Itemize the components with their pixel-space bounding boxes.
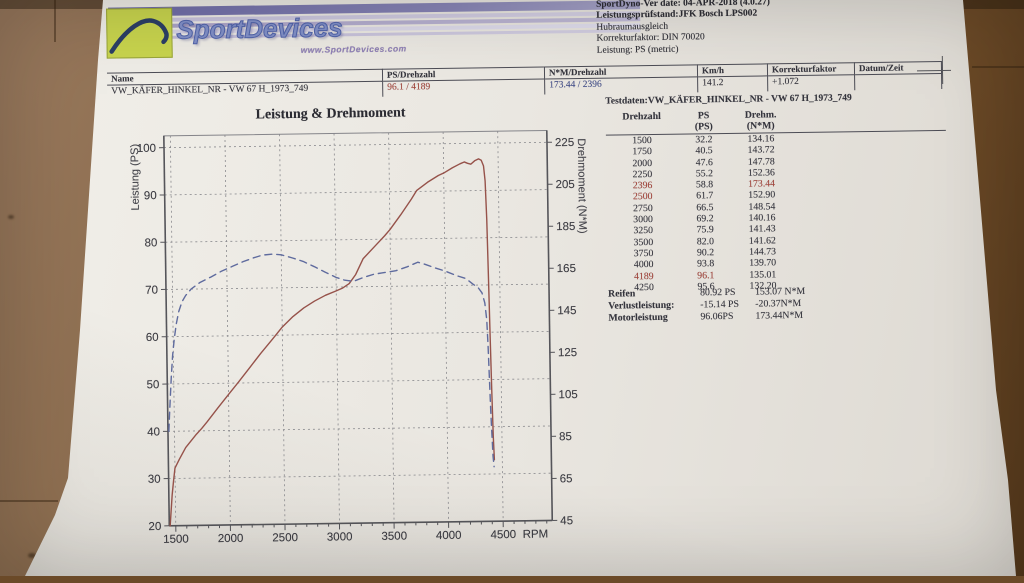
logo-brand-text: SportDevices bbox=[176, 12, 343, 45]
cell-nm: 148.54 bbox=[731, 201, 793, 213]
cell-nm: 135.01 bbox=[732, 269, 794, 281]
report-header-info: SportDyno-Ver date: 04-APR-2018 (4.0.27)… bbox=[596, 0, 771, 57]
cell-nm: 140.16 bbox=[731, 212, 793, 224]
svg-text:4000: 4000 bbox=[436, 530, 462, 542]
svg-text:90: 90 bbox=[144, 190, 157, 202]
svg-text:20: 20 bbox=[148, 521, 161, 533]
cell-ps: 58.8 bbox=[679, 179, 731, 191]
svg-text:65: 65 bbox=[560, 473, 573, 485]
svg-text:70: 70 bbox=[145, 285, 158, 297]
column-header-drehm: Drehm. (N*M) bbox=[730, 109, 792, 132]
cell-nm: 144.73 bbox=[731, 246, 793, 258]
svg-text:4500: 4500 bbox=[490, 529, 516, 541]
cell-nm: 143.72 bbox=[730, 144, 792, 156]
field-value: 173.44 / 2396 bbox=[545, 77, 697, 94]
svg-text:185: 185 bbox=[556, 221, 575, 233]
field-korrekturfaktor: Korrekturfaktor +1.072 bbox=[767, 62, 854, 91]
wood-seam bbox=[0, 500, 58, 502]
cell-ps: 96.1 bbox=[680, 269, 732, 281]
cell-nm: 139.70 bbox=[732, 257, 794, 269]
column-header-drehzahl: Drehzahl bbox=[606, 111, 678, 134]
svg-text:45: 45 bbox=[560, 515, 573, 527]
field-ps-drehzahl: PS/Drehzahl 96.1 / 4189 bbox=[382, 67, 544, 97]
cell-ps: 66.5 bbox=[679, 202, 731, 214]
svg-text:2000: 2000 bbox=[218, 533, 244, 545]
svg-text:225: 225 bbox=[555, 137, 574, 149]
testdaten-title: Testdaten:VW_KÄFER_HINKEL_NR - VW 67 H_1… bbox=[605, 93, 851, 106]
svg-text:165: 165 bbox=[557, 263, 576, 275]
cell-ps: 93.8 bbox=[680, 258, 732, 270]
cell-ps: 47.6 bbox=[678, 157, 730, 169]
svg-text:80: 80 bbox=[144, 237, 157, 249]
field-nm-drehzahl: N*M/Drehzahl 173.44 / 2396 bbox=[544, 64, 697, 94]
cell-ps: 32.2 bbox=[678, 134, 730, 146]
svg-text:2500: 2500 bbox=[272, 532, 298, 544]
svg-text:145: 145 bbox=[557, 305, 576, 317]
svg-text:1500: 1500 bbox=[163, 534, 189, 546]
svg-text:85: 85 bbox=[559, 431, 572, 443]
svg-text:40: 40 bbox=[147, 426, 160, 438]
cell-ps: 90.2 bbox=[679, 247, 731, 259]
cell-ps: 61.7 bbox=[679, 190, 731, 202]
cell-nm: 141.62 bbox=[731, 235, 793, 247]
chart-title: Leistung & Drehmoment bbox=[256, 105, 406, 122]
header-line: Leistungsprüfstand:JFK Bosch LPS002 bbox=[596, 9, 770, 23]
svg-text:125: 125 bbox=[558, 347, 577, 359]
cell-nm: 173.44 bbox=[731, 178, 793, 190]
svg-text:105: 105 bbox=[558, 389, 577, 401]
field-label: Km/h bbox=[698, 64, 767, 77]
logo-url-text: www.SportDevices.com bbox=[301, 43, 407, 54]
cell-ps: 55.2 bbox=[678, 168, 730, 180]
cell-ps: 40.5 bbox=[678, 145, 730, 157]
cell-nm: 152.90 bbox=[731, 190, 793, 202]
field-value: +1.072 bbox=[768, 75, 854, 91]
registration-mark bbox=[942, 56, 943, 84]
y-right-axis-title: Drehmoment (N*M) bbox=[575, 138, 588, 234]
summary-block: Reifen 80.92 PS 153.07 N*M Verlustleistu… bbox=[608, 286, 806, 325]
sportdevices-logo: SportDevices www.SportDevices.com bbox=[100, 0, 641, 64]
drehmoment-curve bbox=[166, 251, 494, 471]
wood-seam bbox=[972, 66, 1024, 68]
svg-text:30: 30 bbox=[148, 474, 161, 486]
svg-text:50: 50 bbox=[146, 379, 159, 391]
svg-text:3000: 3000 bbox=[327, 531, 353, 543]
svg-text:60: 60 bbox=[146, 332, 159, 344]
svg-text:205: 205 bbox=[555, 179, 574, 191]
wood-knot bbox=[8, 215, 14, 219]
wood-seam bbox=[54, 0, 56, 42]
summary-row-motorleistung: Motorleistung 96.06PS 173.44N*M bbox=[608, 310, 805, 325]
x-axis-unit-label: RPM bbox=[523, 529, 549, 541]
cell-nm: 152.36 bbox=[730, 167, 792, 179]
field-value: 141.2 bbox=[698, 76, 767, 92]
cell-ps: 82.0 bbox=[679, 236, 731, 248]
field-datum-zeit: Datum/Zeit bbox=[854, 61, 942, 90]
field-kmh: Km/h 141.2 bbox=[697, 63, 767, 92]
field-value bbox=[855, 74, 941, 90]
cell-ps: 69.2 bbox=[679, 213, 731, 225]
column-header-ps: PS (PS) bbox=[678, 110, 730, 133]
cell-ps: 75.9 bbox=[679, 224, 731, 236]
logo-dyno-curve-icon bbox=[106, 8, 173, 59]
cell-nm: 147.78 bbox=[730, 156, 792, 168]
y-left-axis-title: Leistung (PS) bbox=[129, 144, 142, 211]
cell-nm: 141.43 bbox=[731, 223, 793, 235]
header-line: Leistung: PS (metric) bbox=[597, 43, 771, 57]
svg-text:3500: 3500 bbox=[381, 530, 407, 542]
cell-nm: 134.16 bbox=[730, 133, 792, 145]
